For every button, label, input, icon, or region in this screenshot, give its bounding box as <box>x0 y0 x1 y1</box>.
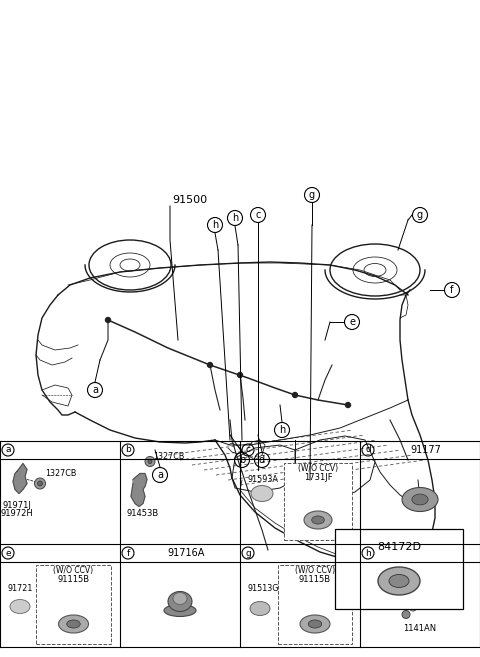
Ellipse shape <box>10 599 30 614</box>
FancyBboxPatch shape <box>335 529 463 609</box>
Text: 91115B: 91115B <box>58 576 90 585</box>
Text: g: g <box>245 549 251 558</box>
Circle shape <box>238 373 242 378</box>
Text: d: d <box>259 455 265 465</box>
Ellipse shape <box>304 511 332 529</box>
Text: h: h <box>279 425 285 435</box>
Text: 91453B: 91453B <box>127 509 159 518</box>
Text: 1327CB: 1327CB <box>45 469 76 478</box>
Text: a: a <box>157 470 163 480</box>
Text: h: h <box>365 549 371 558</box>
Text: g: g <box>309 190 315 200</box>
Text: g: g <box>417 210 423 220</box>
Text: 1141AN: 1141AN <box>403 624 437 633</box>
Ellipse shape <box>164 604 196 616</box>
Text: (W/O CCV): (W/O CCV) <box>298 464 338 474</box>
Text: h: h <box>232 213 238 223</box>
Text: 91971J: 91971J <box>2 501 31 510</box>
Ellipse shape <box>251 486 273 501</box>
Ellipse shape <box>168 591 192 612</box>
Circle shape <box>402 610 410 618</box>
Text: 91593A: 91593A <box>248 475 279 484</box>
Text: c: c <box>255 210 261 220</box>
Circle shape <box>37 481 43 486</box>
Text: c: c <box>245 445 251 455</box>
Text: 91972H: 91972H <box>0 509 34 518</box>
Text: 91513G: 91513G <box>248 584 279 593</box>
Text: 91115B: 91115B <box>299 576 331 585</box>
Circle shape <box>346 403 350 407</box>
Text: (W/O CCV): (W/O CCV) <box>53 566 94 576</box>
Text: d: d <box>365 445 371 455</box>
Text: 84172D: 84172D <box>377 542 421 552</box>
Text: e: e <box>349 317 355 327</box>
Ellipse shape <box>378 567 420 595</box>
Circle shape <box>292 392 298 397</box>
Text: 1731JF: 1731JF <box>304 474 332 482</box>
Text: h: h <box>212 220 218 230</box>
Ellipse shape <box>250 602 270 616</box>
Ellipse shape <box>300 615 330 633</box>
Ellipse shape <box>173 593 187 604</box>
Text: b: b <box>239 455 245 465</box>
Text: a: a <box>5 445 11 455</box>
Text: 91500: 91500 <box>172 195 207 205</box>
Text: 91177: 91177 <box>410 445 442 455</box>
Text: f: f <box>450 285 454 295</box>
FancyBboxPatch shape <box>36 565 111 644</box>
Text: b: b <box>125 445 131 455</box>
FancyBboxPatch shape <box>284 463 352 540</box>
Circle shape <box>35 478 46 489</box>
Ellipse shape <box>402 487 438 512</box>
Ellipse shape <box>308 620 322 628</box>
Text: (W/O CCV): (W/O CCV) <box>295 566 335 576</box>
Circle shape <box>106 317 110 323</box>
Ellipse shape <box>312 516 324 524</box>
Polygon shape <box>13 463 27 493</box>
Circle shape <box>148 459 152 463</box>
Ellipse shape <box>389 574 409 587</box>
Text: e: e <box>5 549 11 558</box>
Ellipse shape <box>412 494 428 505</box>
Text: 91721: 91721 <box>8 584 34 593</box>
Polygon shape <box>131 474 147 507</box>
FancyBboxPatch shape <box>278 565 352 644</box>
Ellipse shape <box>59 615 88 633</box>
Text: 1327CB: 1327CB <box>153 452 184 461</box>
Circle shape <box>207 363 213 367</box>
Text: f: f <box>126 549 130 558</box>
Circle shape <box>145 457 155 466</box>
Ellipse shape <box>67 620 80 628</box>
Text: a: a <box>92 385 98 395</box>
Text: 91716A: 91716A <box>168 548 204 558</box>
